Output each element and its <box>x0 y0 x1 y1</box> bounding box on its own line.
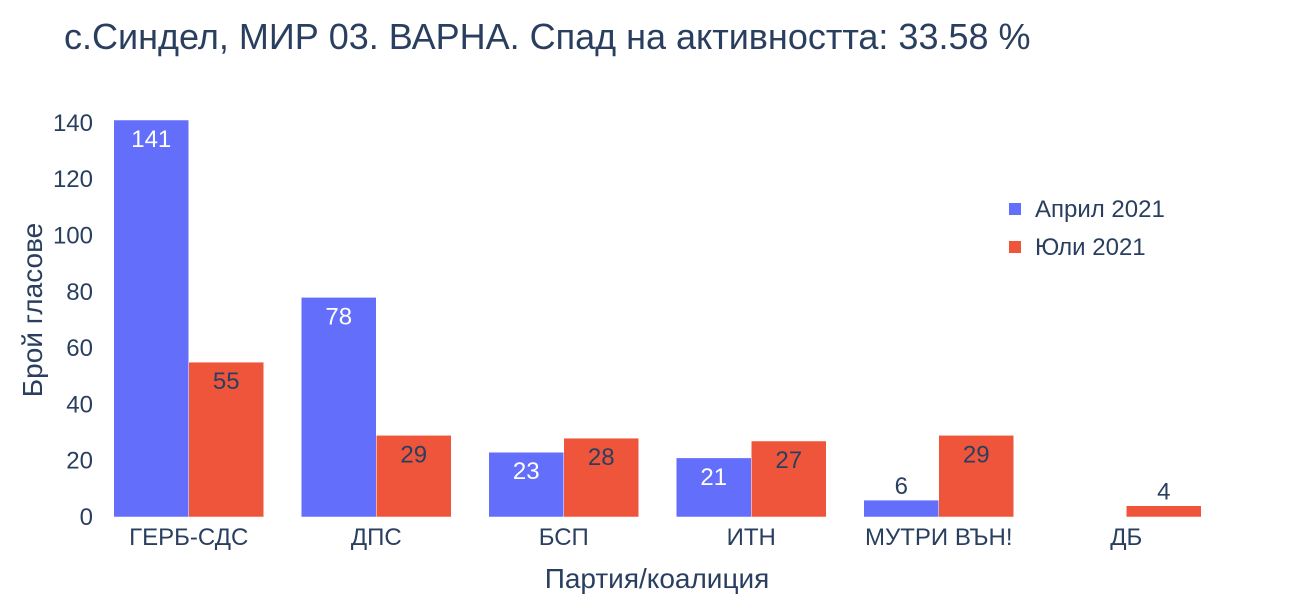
bar-july[interactable] <box>188 361 264 518</box>
bar-april[interactable] <box>113 119 189 518</box>
x-axis-title: Партия/коалиция <box>545 563 770 594</box>
x-tick-label: ДБ <box>1110 524 1142 551</box>
bar-value-label: 27 <box>775 447 802 474</box>
legend-swatch[interactable] <box>1009 241 1021 253</box>
bar-value-label: 55 <box>213 368 240 395</box>
y-tick-label: 80 <box>66 279 93 306</box>
y-tick-label: 120 <box>53 166 93 193</box>
legend-swatch[interactable] <box>1009 203 1021 215</box>
x-tick-label: ДПС <box>351 524 402 551</box>
bar-july[interactable] <box>938 435 1014 518</box>
x-tick-label: ИТН <box>727 524 776 551</box>
bar-april[interactable] <box>863 499 939 518</box>
chart-title: с.Синдел, МИР 03. ВАРНА. Спад на активно… <box>64 16 1031 57</box>
legend-label[interactable]: Юли 2021 <box>1035 234 1146 261</box>
bar-april[interactable] <box>676 457 752 518</box>
x-tick-label: БСП <box>539 524 589 551</box>
x-tick-label: МУТРИ ВЪН! <box>865 524 1012 551</box>
y-tick-label: 20 <box>66 448 93 475</box>
y-axis-title: Брой гласове <box>17 223 48 397</box>
bar-value-label: 29 <box>963 441 990 468</box>
y-axis-ticks: 0 20 40 60 80 100 120 140 <box>53 110 93 531</box>
bars <box>113 119 1202 518</box>
y-tick-label: 0 <box>80 504 93 531</box>
bar-value-label: 6 <box>895 473 908 500</box>
x-tick-label: ГЕРБ-СДС <box>129 524 248 551</box>
bar-value-label: 23 <box>513 458 540 485</box>
bar-value-label: 28 <box>588 444 615 471</box>
y-tick-label: 140 <box>53 110 93 137</box>
bar-labels: 141 78 23 21 6 55 29 28 27 29 4 <box>131 126 1170 506</box>
legend-label[interactable]: Април 2021 <box>1035 196 1165 223</box>
x-axis-ticks: ГЕРБ-СДС ДПС БСП ИТН МУТРИ ВЪН! ДБ <box>129 524 1142 551</box>
bar-value-label: 29 <box>400 441 427 468</box>
bar-value-label: 21 <box>700 464 727 491</box>
bar-july[interactable] <box>751 440 827 518</box>
y-tick-label: 60 <box>66 335 93 362</box>
bar-april[interactable] <box>301 297 377 518</box>
bar-value-label: 78 <box>325 303 352 330</box>
bar-value-label: 4 <box>1157 479 1170 506</box>
y-tick-label: 100 <box>53 222 93 249</box>
bar-april[interactable] <box>488 451 564 518</box>
y-tick-label: 40 <box>66 391 93 418</box>
bar-value-label: 141 <box>131 126 171 153</box>
bar-july[interactable] <box>1126 505 1202 518</box>
bar-july[interactable] <box>376 435 452 518</box>
legend[interactable]: Април 2021 Юли 2021 <box>1009 196 1165 261</box>
bar-july[interactable] <box>563 437 639 518</box>
